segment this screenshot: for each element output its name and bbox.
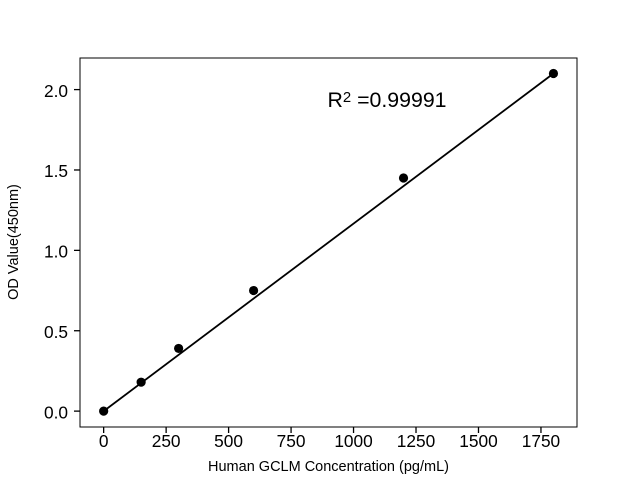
svg-text:OD Value(450nm): OD Value(450nm)	[6, 184, 22, 300]
svg-text:1000: 1000	[334, 431, 372, 451]
svg-text:R2 =0.99991: R2 =0.99991	[328, 88, 447, 112]
svg-text:1.0: 1.0	[44, 242, 68, 262]
svg-text:0.5: 0.5	[44, 322, 68, 342]
svg-text:250: 250	[152, 431, 181, 451]
svg-text:1500: 1500	[459, 431, 497, 451]
svg-text:1250: 1250	[397, 431, 435, 451]
svg-text:750: 750	[277, 431, 306, 451]
svg-text:0: 0	[99, 431, 109, 451]
svg-text:1750: 1750	[522, 431, 560, 451]
svg-text:Human GCLM Concentration (pg/m: Human GCLM Concentration (pg/mL)	[208, 459, 449, 475]
svg-text:2.0: 2.0	[44, 81, 68, 101]
svg-text:1.5: 1.5	[44, 161, 68, 181]
svg-text:0.0: 0.0	[44, 402, 68, 422]
svg-text:500: 500	[214, 431, 243, 451]
